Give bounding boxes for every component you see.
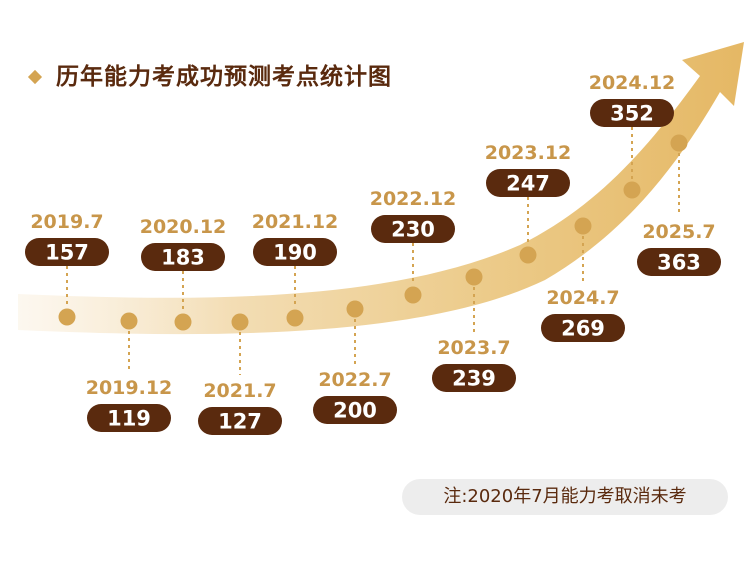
- value-label-2021.7: 127: [218, 410, 262, 434]
- data-point-2023.7: [465, 268, 483, 286]
- date-label-2024.7: 2024.7: [546, 287, 619, 309]
- value-label-2025.7: 363: [657, 251, 701, 275]
- date-label-2021.7: 2021.7: [203, 380, 276, 402]
- value-pill-2024.7: [541, 314, 625, 342]
- value-label-2021.12: 190: [273, 241, 317, 265]
- value-label-2023.7: 239: [452, 367, 496, 391]
- date-label-2019.7: 2019.7: [30, 211, 103, 233]
- data-point-labels: 2019.7 157 2019.12 119 2020.12 183 2021.7 127 20…: [25, 72, 721, 435]
- value-pill-2022.12: [371, 215, 455, 243]
- value-label-2019.12: 119: [107, 407, 151, 431]
- date-label-2022.12: 2022.12: [370, 188, 457, 210]
- data-point-2022.12: [404, 286, 422, 304]
- date-label-2021.12: 2021.12: [252, 211, 339, 233]
- value-pill-2022.7: [313, 396, 397, 424]
- value-label-2024.12: 352: [610, 102, 654, 126]
- connector-lines: [66, 127, 680, 375]
- footnote-badge: 注:2020年7月能力考取消未考: [402, 479, 728, 515]
- value-label-2022.7: 200: [333, 399, 377, 423]
- date-label-2023.7: 2023.7: [437, 337, 510, 359]
- value-pill-2021.7: [198, 407, 282, 435]
- chart-title: 历年能力考成功预测考点统计图: [56, 64, 392, 90]
- date-label-2025.7: 2025.7: [642, 221, 715, 243]
- data-point-2021.12: [286, 309, 304, 327]
- value-pill-2025.7: [637, 248, 721, 276]
- value-pill-2024.12: [590, 99, 674, 127]
- value-pill-2019.12: [87, 404, 171, 432]
- value-pill-2021.12: [253, 238, 337, 266]
- date-label-2019.12: 2019.12: [86, 377, 173, 399]
- data-point-2019.7: [58, 308, 76, 326]
- value-pill-2023.7: [432, 364, 516, 392]
- value-label-2024.7: 269: [561, 317, 605, 341]
- date-label-2024.12: 2024.12: [589, 72, 676, 94]
- data-point-2024.12: [623, 181, 641, 199]
- value-pill-2019.7: [25, 238, 109, 266]
- value-label-2019.7: 157: [45, 241, 89, 265]
- date-label-2022.7: 2022.7: [318, 369, 391, 391]
- data-point-2024.7: [574, 217, 592, 235]
- data-point-2023.12: [519, 246, 537, 264]
- date-label-2020.12: 2020.12: [140, 216, 227, 238]
- data-point-2022.7: [346, 300, 364, 318]
- date-label-2023.12: 2023.12: [485, 142, 572, 164]
- value-label-2022.12: 230: [391, 218, 435, 242]
- data-point-2025.7: [670, 134, 688, 152]
- value-label-2023.12: 247: [506, 172, 550, 196]
- data-point-2021.7: [231, 313, 249, 331]
- value-label-2020.12: 183: [161, 246, 205, 270]
- trend-arrow-ribbon: [18, 42, 744, 335]
- data-point-2020.12: [174, 313, 192, 331]
- data-point-dots: [58, 134, 688, 331]
- value-pill-2023.12: [486, 169, 570, 197]
- data-point-2019.12: [120, 312, 138, 330]
- value-pill-2020.12: [141, 243, 225, 271]
